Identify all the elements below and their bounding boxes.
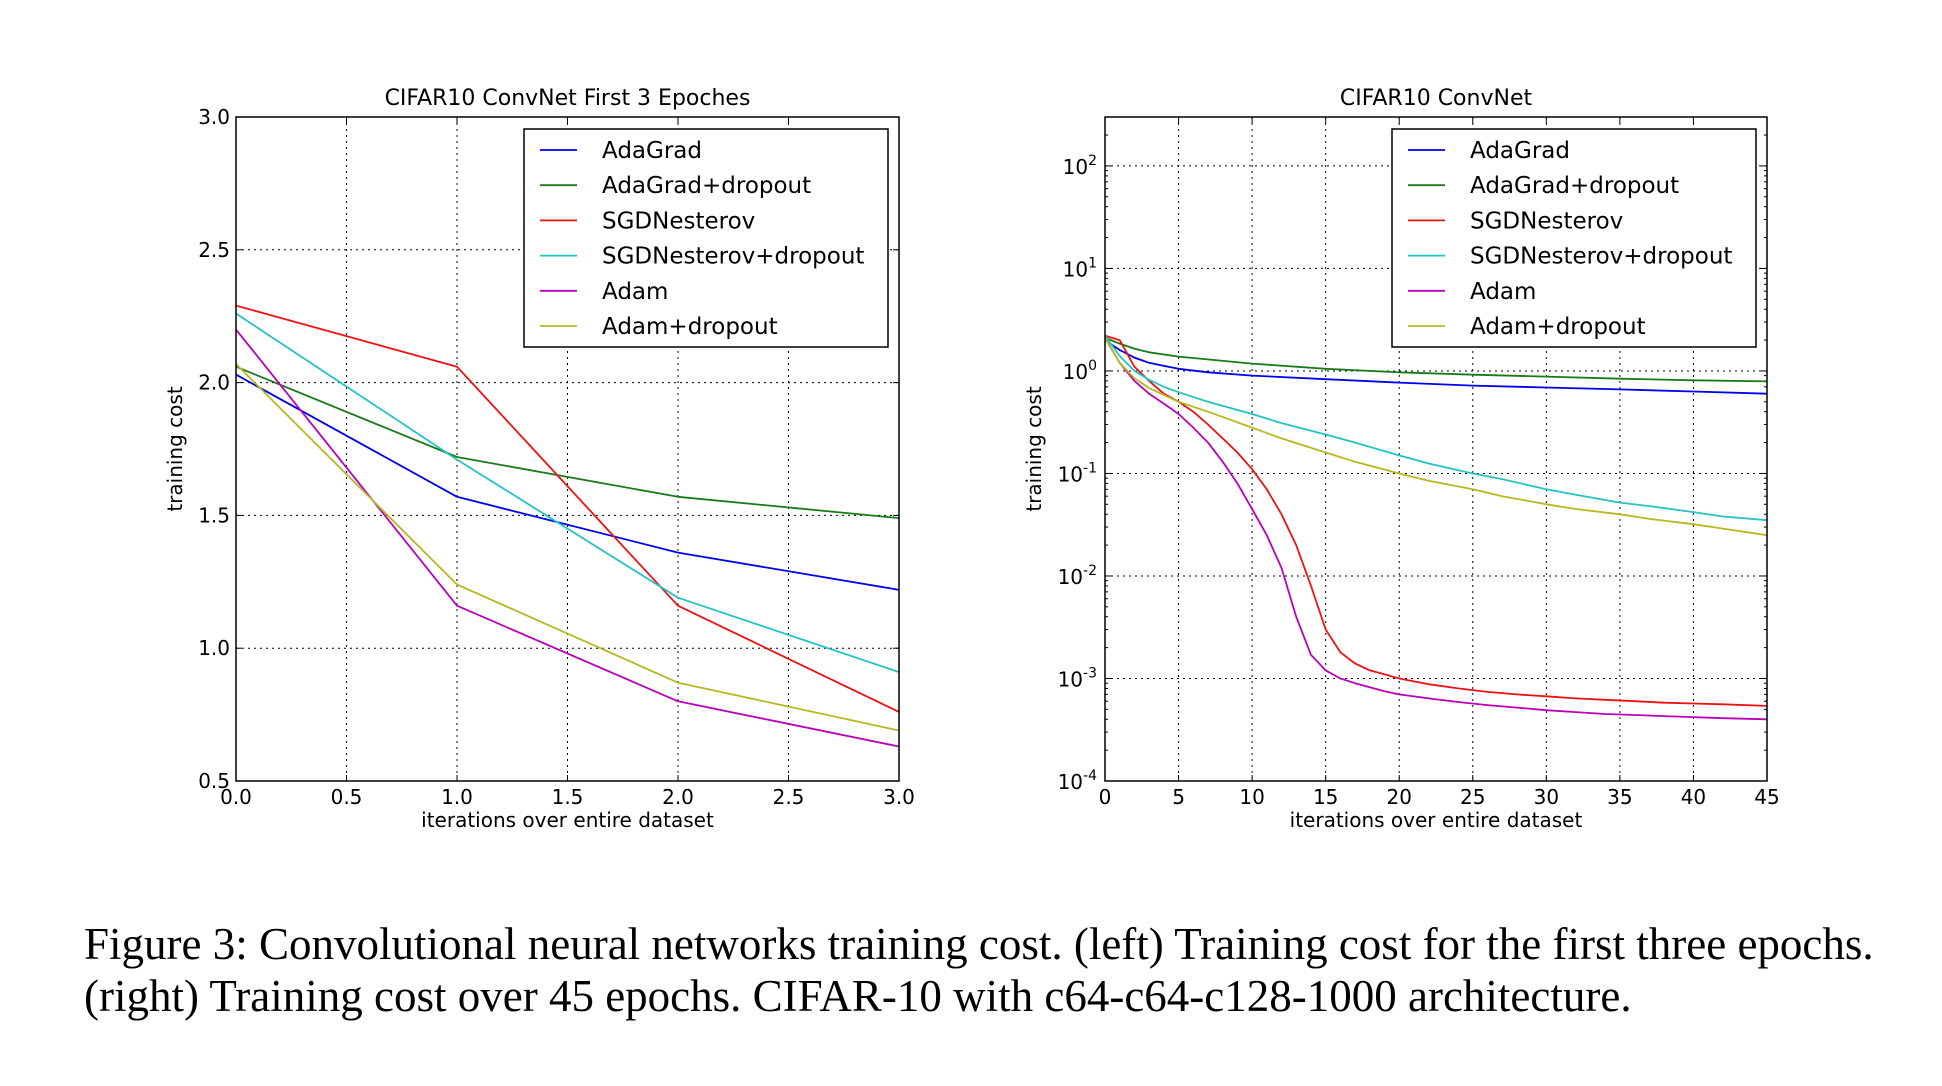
legend-label: Adam [602,279,668,305]
x-tick-label: 0.5 [331,785,363,809]
x-tick-label: 1.0 [441,785,473,809]
series-line-sgdnesterov-dropout [236,312,899,673]
series-line-adam-dropout [236,363,899,732]
x-tick-label: 20 [1386,785,1411,809]
series-line-sgdnesterov-dropout [1105,335,1767,522]
legend-label: AdaGrad [602,138,702,164]
legend-label: AdaGrad [1470,138,1570,164]
series-line-adam-dropout [1105,337,1767,537]
series-group [236,304,899,748]
x-tick-label: 2.5 [773,785,805,809]
x-tick-label: 2.0 [662,785,694,809]
y-tick-label: 2.0 [198,371,230,395]
legend-box [1391,128,1757,348]
y-tick-label: 101 [1063,255,1097,281]
x-tick-label: 5 [1172,785,1185,809]
y-tick-label: 1.0 [198,636,230,660]
legend-label: Adam+dropout [1470,314,1646,340]
y-tick-label: 10-2 [1058,563,1097,589]
y-tick-label: 10-3 [1058,665,1097,691]
chart-title: CIFAR10 ConvNet First 3 Epoches [385,86,751,111]
y-tick-label: 10-1 [1058,460,1097,486]
y-axis-label: training cost [1022,386,1046,511]
x-tick-label: 0 [1099,785,1112,809]
legend-label: SGDNesterov [1470,208,1623,234]
series-line-adagrad-dropout [1105,337,1767,383]
plot-frame [235,116,900,782]
y-tick-label: 0.5 [198,769,230,793]
legend-label: Adam+dropout [602,314,778,340]
y-tick-label: 1.5 [198,503,230,527]
x-tick-label: 40 [1681,785,1706,809]
right-chart: CIFAR10 ConvNet 0 5 10 15 20 25 30 35 40 45 10-4 10-… [1022,86,1780,832]
legend-label: SGDNesterov+dropout [602,244,864,270]
legend-label: Adam [1470,279,1536,305]
caption-line-1: Figure 3: Convolutional neural networks … [84,919,1874,969]
x-tick-label: 35 [1607,785,1632,809]
x-tick-label: 10 [1239,785,1264,809]
legend-label: AdaGrad+dropout [1470,173,1679,199]
y-axis-label: training cost [163,386,187,511]
plot-frame [1104,116,1768,782]
y-tick-label: 10-4 [1058,768,1098,794]
y-tick-label: 100 [1063,358,1097,384]
y-tick-label: 3.0 [198,105,230,129]
figure-caption: Figure 3: Convolutional neural networks … [84,918,1904,1022]
x-tick-label: 0.0 [220,785,252,809]
x-tick-label: 30 [1534,785,1559,809]
series-line-adam [236,328,899,748]
series-line-sgdnesterov [236,304,899,713]
caption-line-2: (right) Training cost over 45 epochs. CI… [84,971,1632,1021]
x-tick-label: 1.5 [552,785,584,809]
x-axis-label: iterations over entire dataset [421,808,714,832]
series-line-sgdnesterov [1105,334,1767,707]
legend-label: SGDNesterov+dropout [1470,244,1732,270]
legend-label: SGDNesterov [602,208,755,234]
x-tick-label: 15 [1313,785,1338,809]
legend-box [523,128,889,348]
chart-title: CIFAR10 ConvNet [1340,86,1533,111]
series-group [1105,334,1767,721]
series-line-adagrad [236,373,899,591]
x-tick-label: 3.0 [883,785,915,809]
series-line-adam [1105,337,1767,721]
y-tick-label: 2.5 [198,238,230,262]
legend-label: AdaGrad+dropout [602,173,811,199]
series-line-adagrad [1105,339,1767,395]
x-axis-label: iterations over entire dataset [1290,808,1583,832]
x-tick-label: 45 [1754,785,1779,809]
x-tick-label: 25 [1460,785,1485,809]
y-tick-label: 102 [1063,153,1097,179]
series-line-adagrad-dropout [236,365,899,519]
